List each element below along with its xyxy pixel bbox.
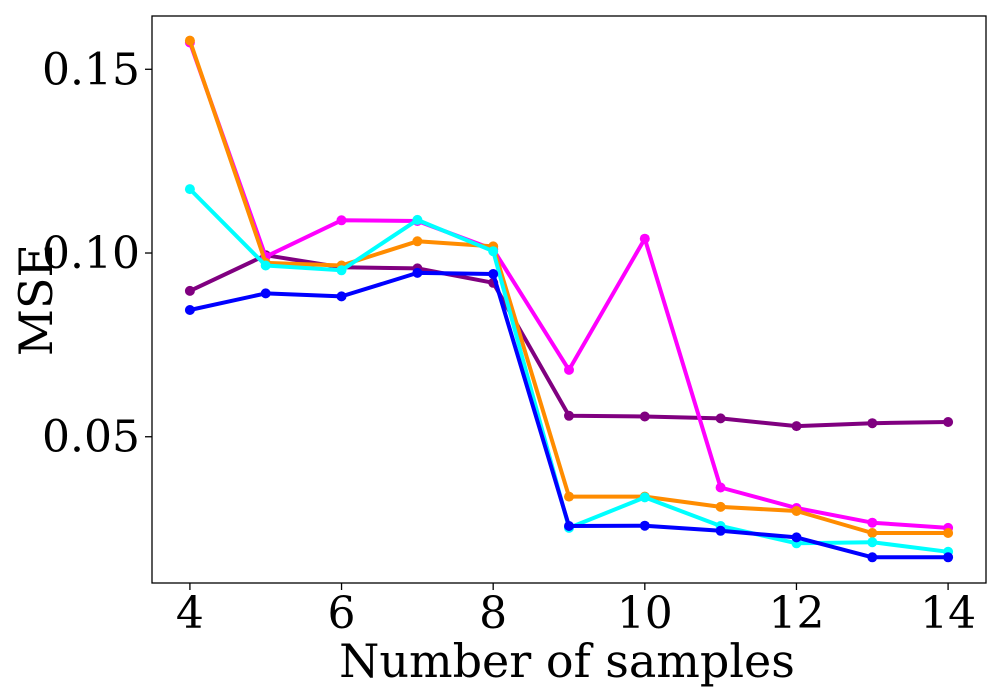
data-point-blue-9 xyxy=(564,521,574,531)
y-axis-title: MSE xyxy=(9,244,63,356)
data-point-magenta-10 xyxy=(639,233,650,244)
data-point-orange-13 xyxy=(867,528,878,538)
data-point-orange-7 xyxy=(412,236,423,247)
data-point-blue-13 xyxy=(867,552,878,563)
x-tick-label: 8 xyxy=(479,588,507,639)
data-point-cyan-8 xyxy=(488,246,499,257)
data-point-blue-14 xyxy=(943,552,954,563)
data-point-cyan-7 xyxy=(412,214,423,225)
x-tick-label: 6 xyxy=(328,588,356,639)
data-point-magenta-11 xyxy=(715,482,726,493)
y-tick-label: 0.15 xyxy=(42,44,140,95)
x-axis-title: Number of samples xyxy=(339,634,795,688)
data-point-orange-11 xyxy=(715,501,726,512)
data-point-purple-11 xyxy=(715,413,726,424)
data-point-magenta-6 xyxy=(336,215,347,226)
data-point-blue-12 xyxy=(791,532,802,543)
x-axis: 4 6 8 10 12 14 xyxy=(176,583,976,639)
data-point-purple-9 xyxy=(564,410,574,421)
data-point-cyan-6 xyxy=(336,265,347,276)
y-tick-label: 0.10 xyxy=(42,228,140,279)
data-point-blue-10 xyxy=(639,520,650,531)
plot-frame xyxy=(151,15,987,584)
data-point-purple-10 xyxy=(639,411,650,422)
x-tick-label: 4 xyxy=(176,588,204,639)
x-tick-label: 14 xyxy=(920,588,976,639)
data-point-purple-14 xyxy=(943,417,954,427)
x-tick-label: 12 xyxy=(768,588,824,639)
data-point-blue-6 xyxy=(336,291,347,302)
data-point-blue-4 xyxy=(184,305,195,315)
data-point-blue-11 xyxy=(715,525,726,536)
data-point-orange-9 xyxy=(564,491,574,502)
data-point-purple-12 xyxy=(791,421,802,432)
series-blue xyxy=(184,267,954,563)
data-point-cyan-5 xyxy=(260,260,271,271)
y-axis: 0.05 0.10 0.15 xyxy=(42,44,152,463)
data-point-cyan-13 xyxy=(867,537,878,548)
y-tick-label: 0.05 xyxy=(42,412,140,463)
data-point-orange-12 xyxy=(791,506,802,516)
data-point-orange-4 xyxy=(184,35,195,46)
data-point-orange-14 xyxy=(943,528,954,538)
data-point-cyan-4 xyxy=(184,184,195,195)
series-layer xyxy=(184,35,954,563)
data-point-purple-4 xyxy=(184,285,195,296)
data-point-magenta-13 xyxy=(867,517,878,528)
x-tick-label: 10 xyxy=(617,588,673,639)
data-point-blue-5 xyxy=(260,288,271,299)
data-point-cyan-10 xyxy=(639,492,650,503)
data-point-magenta-9 xyxy=(564,364,574,375)
data-point-purple-13 xyxy=(867,418,878,429)
data-point-blue-8 xyxy=(488,269,499,279)
data-point-blue-7 xyxy=(412,267,423,278)
